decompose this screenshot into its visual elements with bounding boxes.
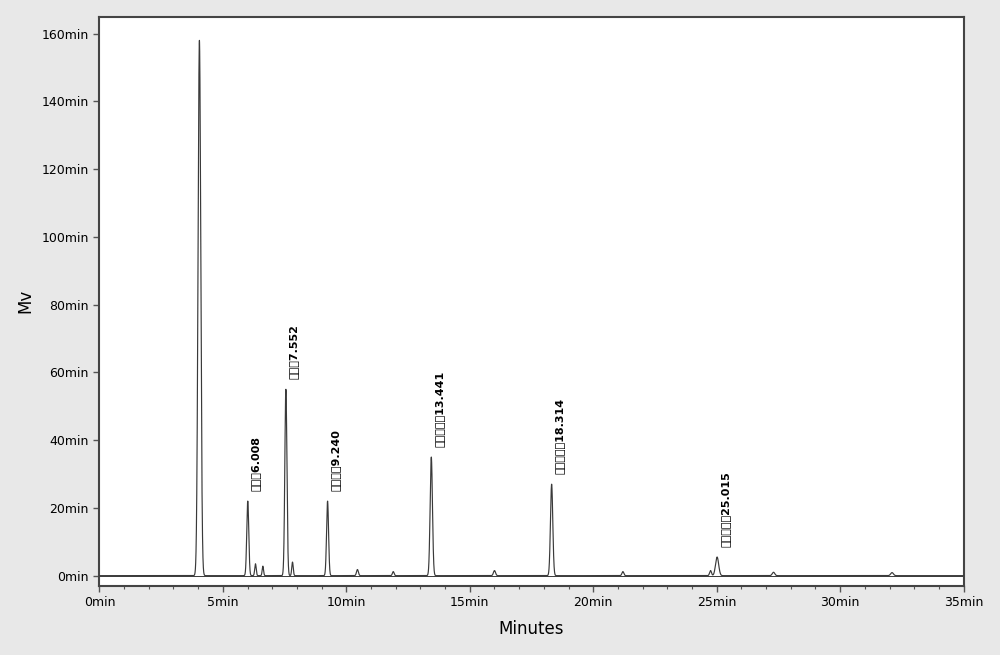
Text: 蔻果糖：9.240: 蔻果糖：9.240	[331, 429, 341, 491]
Text: 蔻果五糖：25.015: 蔻果五糖：25.015	[720, 471, 730, 547]
Text: 果糖：6.008: 果糖：6.008	[251, 436, 261, 491]
Text: 蔻果二糖：13.441: 蔻果二糖：13.441	[434, 371, 444, 447]
Text: 蔻果四糖：18.314: 蔻果四糖：18.314	[555, 398, 565, 474]
Y-axis label: Mv: Mv	[17, 289, 35, 313]
X-axis label: Minutes: Minutes	[499, 620, 564, 639]
Text: 蔻糖：7.552: 蔻糖：7.552	[289, 324, 299, 379]
